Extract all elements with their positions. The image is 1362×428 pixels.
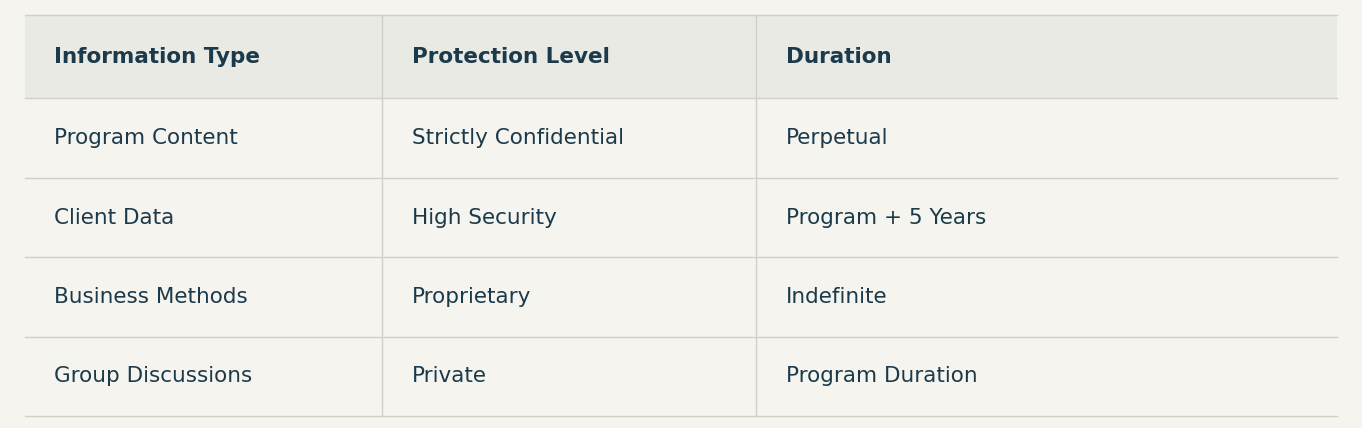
Text: Perpetual: Perpetual bbox=[786, 128, 888, 148]
Text: Protection Level: Protection Level bbox=[411, 47, 609, 67]
Text: Group Discussions: Group Discussions bbox=[54, 366, 253, 386]
Text: Information Type: Information Type bbox=[54, 47, 260, 67]
Text: Indefinite: Indefinite bbox=[786, 287, 888, 307]
Text: Business Methods: Business Methods bbox=[54, 287, 248, 307]
Bar bbox=[25, 336, 1337, 416]
Text: High Security: High Security bbox=[411, 208, 556, 228]
Text: Duration: Duration bbox=[786, 47, 891, 67]
Text: Proprietary: Proprietary bbox=[411, 287, 531, 307]
Text: Client Data: Client Data bbox=[54, 208, 174, 228]
Text: Program Duration: Program Duration bbox=[786, 366, 978, 386]
Text: Private: Private bbox=[411, 366, 486, 386]
Bar bbox=[25, 257, 1337, 336]
Text: Program + 5 Years: Program + 5 Years bbox=[786, 208, 986, 228]
Bar bbox=[25, 98, 1337, 178]
Text: Strictly Confidential: Strictly Confidential bbox=[411, 128, 624, 148]
Bar bbox=[25, 15, 1337, 98]
Text: Program Content: Program Content bbox=[54, 128, 238, 148]
Bar bbox=[25, 178, 1337, 257]
